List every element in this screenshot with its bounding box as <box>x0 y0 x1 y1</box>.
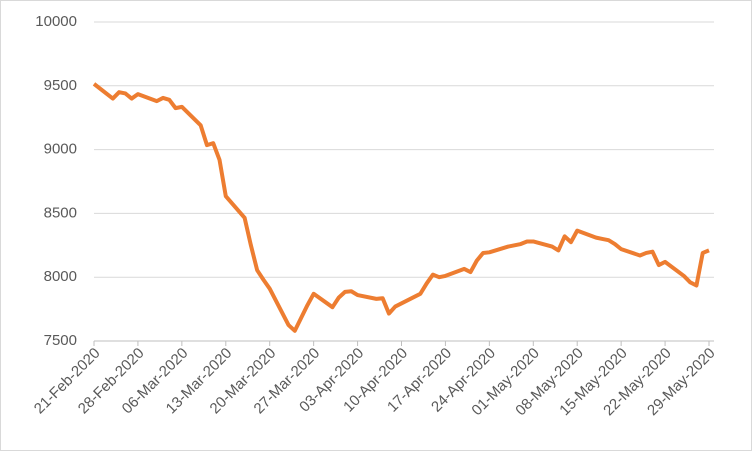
data-line <box>92 82 710 333</box>
y-tick-label: 7500 <box>44 332 77 349</box>
y-tick-label: 9500 <box>44 77 77 94</box>
y-tick-label: 9000 <box>44 141 77 158</box>
y-tick-label: 8500 <box>44 204 77 221</box>
y-tick-label: 10000 <box>35 13 77 30</box>
y-tick-label: 8000 <box>44 268 77 285</box>
